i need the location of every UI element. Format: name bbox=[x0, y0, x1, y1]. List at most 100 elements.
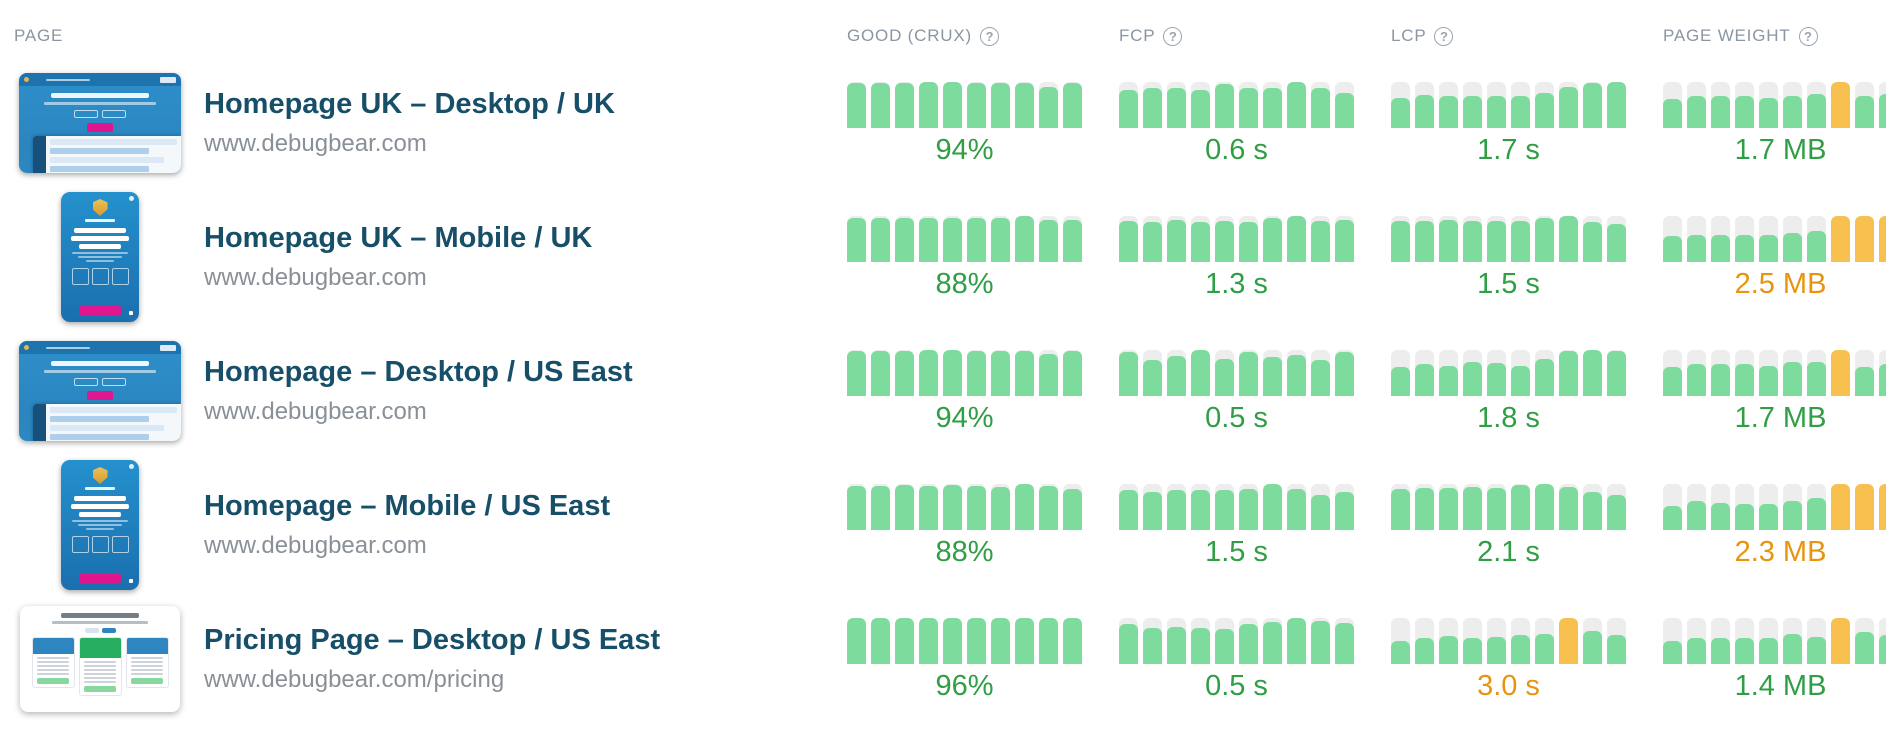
history-bar[interactable] bbox=[1167, 349, 1186, 396]
history-bar[interactable] bbox=[1487, 483, 1506, 530]
history-bar[interactable] bbox=[1559, 617, 1578, 664]
history-bar[interactable] bbox=[991, 483, 1010, 530]
history-bar[interactable] bbox=[1759, 215, 1778, 262]
history-bar[interactable] bbox=[1559, 349, 1578, 396]
history-bar[interactable] bbox=[1015, 483, 1034, 530]
history-bar[interactable] bbox=[1783, 81, 1802, 128]
history-bar[interactable] bbox=[1463, 617, 1482, 664]
history-bar[interactable] bbox=[1583, 81, 1602, 128]
history-bar[interactable] bbox=[1783, 215, 1802, 262]
history-bar[interactable] bbox=[1463, 215, 1482, 262]
history-bar[interactable] bbox=[1215, 617, 1234, 664]
history-bar[interactable] bbox=[1287, 215, 1306, 262]
history-bar[interactable] bbox=[895, 81, 914, 128]
history-bar[interactable] bbox=[943, 215, 962, 262]
history-bar[interactable] bbox=[1583, 215, 1602, 262]
history-bar[interactable] bbox=[1807, 349, 1826, 396]
history-bar[interactable] bbox=[1831, 349, 1850, 396]
history-bar[interactable] bbox=[1335, 81, 1354, 128]
history-bar[interactable] bbox=[1215, 349, 1234, 396]
history-bar[interactable] bbox=[895, 617, 914, 664]
history-bar[interactable] bbox=[1311, 349, 1330, 396]
history-bar[interactable] bbox=[1335, 215, 1354, 262]
history-bar[interactable] bbox=[1143, 81, 1162, 128]
history-bar[interactable] bbox=[1487, 617, 1506, 664]
history-bar-chart[interactable] bbox=[1663, 81, 1886, 128]
history-bar[interactable] bbox=[847, 617, 866, 664]
history-bar[interactable] bbox=[895, 215, 914, 262]
history-bar[interactable] bbox=[1735, 215, 1754, 262]
history-bar[interactable] bbox=[1463, 81, 1482, 128]
history-bar[interactable] bbox=[1015, 81, 1034, 128]
history-bar-chart[interactable] bbox=[1119, 81, 1354, 128]
history-bar[interactable] bbox=[1143, 483, 1162, 530]
page-title[interactable]: Homepage – Mobile / US East bbox=[204, 490, 611, 522]
history-bar[interactable] bbox=[1239, 617, 1258, 664]
history-bar[interactable] bbox=[1287, 617, 1306, 664]
history-bar-chart[interactable] bbox=[1391, 81, 1626, 128]
history-bar[interactable] bbox=[1711, 617, 1730, 664]
history-bar[interactable] bbox=[1687, 215, 1706, 262]
history-bar[interactable] bbox=[1335, 483, 1354, 530]
history-bar[interactable] bbox=[1879, 349, 1886, 396]
history-bar[interactable] bbox=[1119, 215, 1138, 262]
history-bar[interactable] bbox=[1287, 349, 1306, 396]
help-icon[interactable]: ? bbox=[1434, 26, 1454, 46]
history-bar[interactable] bbox=[1215, 81, 1234, 128]
history-bar[interactable] bbox=[943, 349, 962, 396]
history-bar[interactable] bbox=[1063, 349, 1082, 396]
page-thumbnail[interactable] bbox=[14, 606, 186, 712]
history-bar[interactable] bbox=[1287, 81, 1306, 128]
history-bar[interactable] bbox=[1063, 81, 1082, 128]
history-bar[interactable] bbox=[1511, 617, 1530, 664]
history-bar[interactable] bbox=[1511, 349, 1530, 396]
history-bar[interactable] bbox=[1263, 81, 1282, 128]
history-bar[interactable] bbox=[1831, 81, 1850, 128]
history-bar[interactable] bbox=[1735, 349, 1754, 396]
history-bar[interactable] bbox=[1583, 349, 1602, 396]
history-bar[interactable] bbox=[1711, 81, 1730, 128]
history-bar-chart[interactable] bbox=[1119, 483, 1354, 530]
history-bar[interactable] bbox=[967, 349, 986, 396]
history-bar[interactable] bbox=[1335, 349, 1354, 396]
history-bar[interactable] bbox=[1687, 617, 1706, 664]
history-bar[interactable] bbox=[1511, 81, 1530, 128]
history-bar[interactable] bbox=[1439, 483, 1458, 530]
history-bar-chart[interactable] bbox=[847, 617, 1082, 664]
history-bar[interactable] bbox=[1807, 483, 1826, 530]
history-bar[interactable] bbox=[1191, 617, 1210, 664]
history-bar[interactable] bbox=[1391, 617, 1410, 664]
history-bar[interactable] bbox=[1191, 483, 1210, 530]
history-bar[interactable] bbox=[1215, 215, 1234, 262]
history-bar[interactable] bbox=[967, 81, 986, 128]
history-bar[interactable] bbox=[1687, 349, 1706, 396]
history-bar[interactable] bbox=[1415, 617, 1434, 664]
history-bar[interactable] bbox=[1711, 215, 1730, 262]
history-bar[interactable] bbox=[1759, 617, 1778, 664]
history-bar[interactable] bbox=[1463, 349, 1482, 396]
history-bar[interactable] bbox=[1239, 81, 1258, 128]
history-bar-chart[interactable] bbox=[1663, 617, 1886, 664]
history-bar[interactable] bbox=[1607, 617, 1626, 664]
history-bar-chart[interactable] bbox=[847, 81, 1082, 128]
history-bar-chart[interactable] bbox=[1663, 215, 1886, 262]
page-thumbnail[interactable] bbox=[14, 73, 186, 173]
history-bar[interactable] bbox=[1879, 215, 1886, 262]
history-bar[interactable] bbox=[1663, 483, 1682, 530]
history-bar[interactable] bbox=[1607, 215, 1626, 262]
history-bar[interactable] bbox=[967, 215, 986, 262]
history-bar[interactable] bbox=[871, 81, 890, 128]
history-bar[interactable] bbox=[991, 215, 1010, 262]
history-bar[interactable] bbox=[1311, 215, 1330, 262]
history-bar[interactable] bbox=[1439, 215, 1458, 262]
history-bar[interactable] bbox=[1039, 215, 1058, 262]
history-bar[interactable] bbox=[943, 483, 962, 530]
history-bar[interactable] bbox=[847, 349, 866, 396]
history-bar[interactable] bbox=[1855, 483, 1874, 530]
history-bar[interactable] bbox=[1391, 349, 1410, 396]
history-bar[interactable] bbox=[1559, 215, 1578, 262]
page-title[interactable]: Homepage – Desktop / US East bbox=[204, 356, 633, 388]
history-bar[interactable] bbox=[1711, 483, 1730, 530]
history-bar[interactable] bbox=[919, 81, 938, 128]
page-title[interactable]: Pricing Page – Desktop / US East bbox=[204, 624, 661, 656]
